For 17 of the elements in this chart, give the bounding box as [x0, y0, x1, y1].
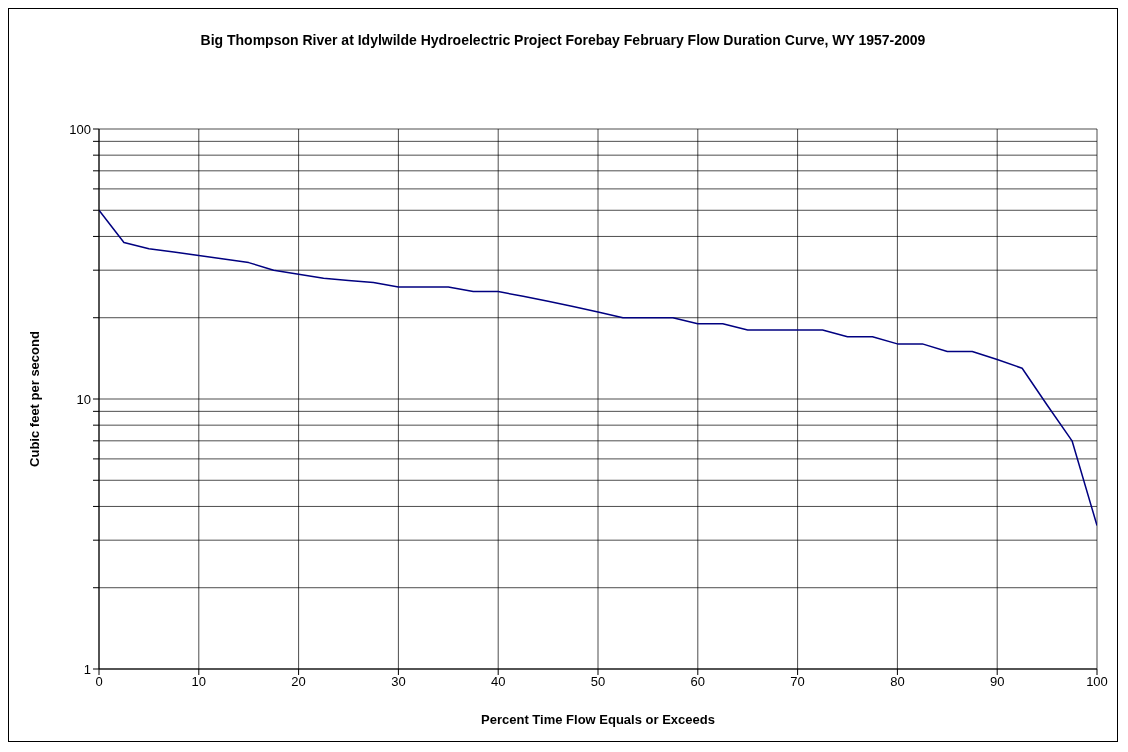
x-tick-label: 90	[989, 674, 1005, 690]
y-tick-label: 100	[69, 121, 91, 137]
x-tick-label: 60	[690, 674, 706, 690]
x-tick-label: 50	[590, 674, 606, 690]
x-tick-label: 100	[1086, 674, 1108, 690]
x-tick-label: 20	[291, 674, 306, 690]
y-axis-title: Cubic feet per second	[26, 331, 42, 467]
x-tick-label: 10	[191, 674, 207, 690]
x-tick-label: 40	[490, 674, 506, 690]
x-tick-label: 0	[95, 674, 103, 690]
chart-title: Big Thompson River at Idylwilde Hydroelectric Project Forebay February Flow Duration Curve, WY 1957-2009	[199, 31, 927, 50]
y-tick-label: 1	[83, 661, 91, 677]
x-axis-title: Percent Time Flow Equals or Exceeds	[481, 712, 715, 727]
x-tick-label: 80	[890, 674, 905, 690]
x-tick-label: 30	[391, 674, 406, 690]
y-tick-label: 10	[76, 391, 91, 407]
x-tick-label: 70	[790, 674, 805, 690]
